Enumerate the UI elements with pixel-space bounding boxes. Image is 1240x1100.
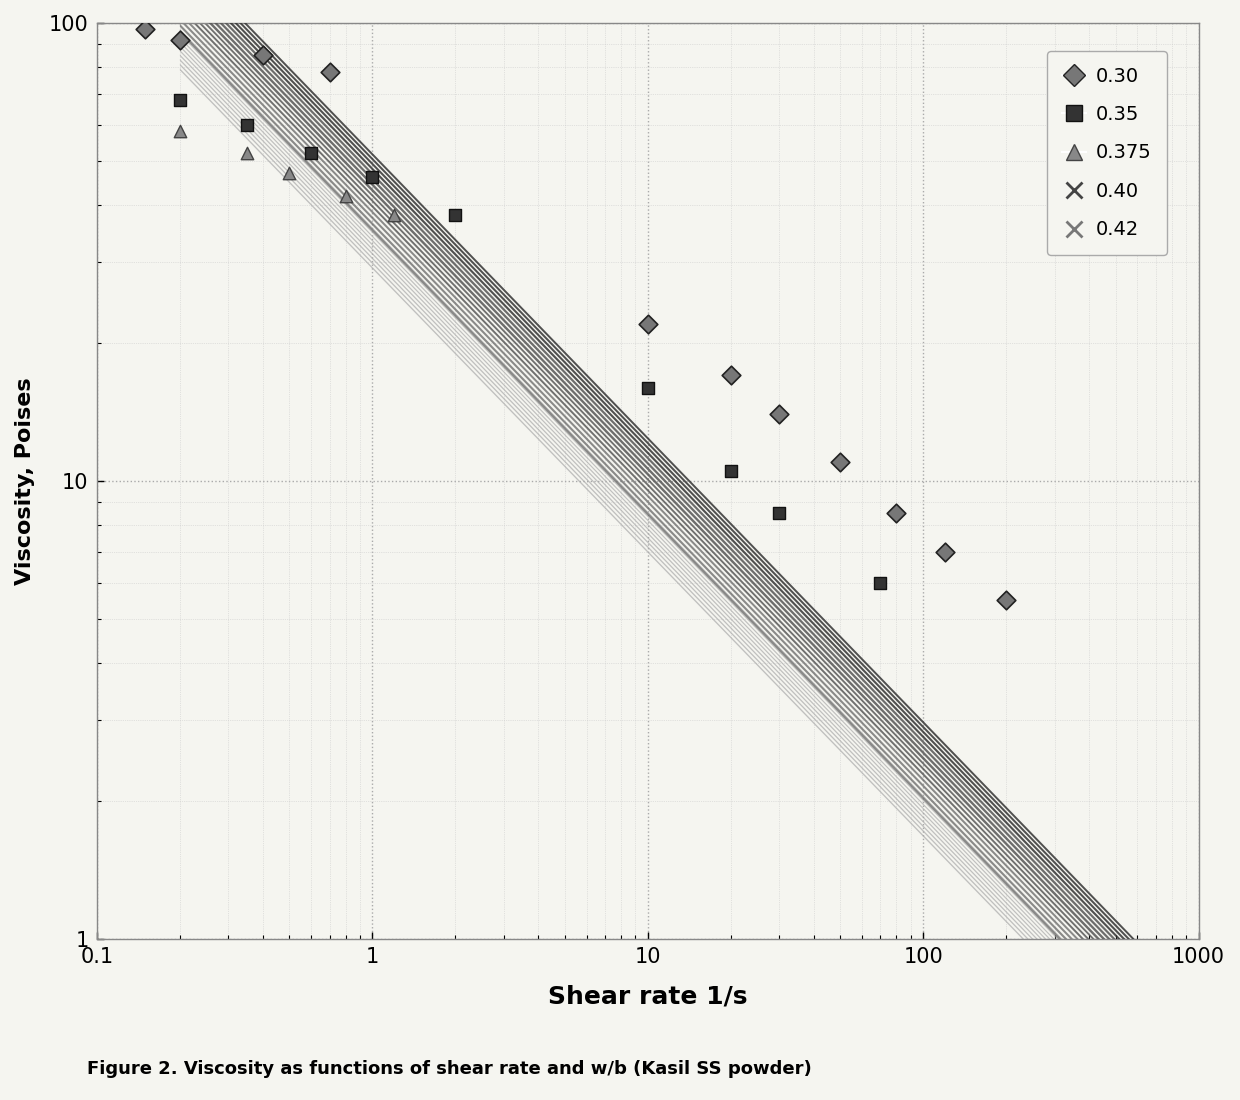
Text: Figure 2. Viscosity as functions of shear rate and w/b (Kasil SS powder): Figure 2. Viscosity as functions of shea…	[87, 1060, 811, 1078]
Point	[279, 133, 299, 151]
Point	[637, 378, 657, 396]
Point	[320, 64, 340, 81]
Point	[279, 177, 299, 195]
Point	[237, 109, 257, 126]
Point	[611, 472, 631, 490]
Point	[320, 207, 340, 224]
Point	[556, 334, 575, 352]
Point	[197, 91, 217, 109]
Point	[445, 241, 465, 258]
Point	[720, 366, 740, 384]
Point	[410, 212, 430, 230]
Point	[384, 207, 404, 224]
Point	[320, 152, 340, 169]
Point	[637, 505, 657, 522]
Point	[237, 116, 257, 133]
Point	[686, 543, 706, 561]
Point	[870, 574, 890, 592]
Point	[720, 591, 740, 608]
Point	[686, 472, 706, 490]
Point	[831, 453, 851, 471]
Point	[237, 144, 257, 162]
Point	[336, 187, 356, 205]
Point	[996, 591, 1016, 608]
Point	[831, 712, 851, 729]
Legend: 0.30, 0.35, 0.375, 0.40, 0.42: 0.30, 0.35, 0.375, 0.40, 0.42	[1047, 51, 1167, 255]
Point	[197, 130, 217, 147]
Point	[913, 725, 932, 742]
Point	[119, 58, 139, 76]
Point	[135, 20, 155, 37]
Point	[831, 631, 851, 649]
Point	[362, 168, 382, 186]
Point	[494, 355, 513, 373]
Point	[119, 91, 139, 109]
Point	[157, 109, 177, 126]
Point	[769, 505, 789, 522]
Point	[637, 420, 657, 438]
Point	[870, 681, 890, 698]
Point	[170, 122, 190, 140]
Point	[445, 207, 465, 224]
Point	[611, 392, 631, 409]
X-axis label: Shear rate 1/s: Shear rate 1/s	[548, 984, 748, 1008]
Point	[887, 505, 906, 522]
Y-axis label: Viscosity, Poises: Viscosity, Poises	[15, 377, 35, 585]
Point	[170, 31, 190, 48]
Point	[769, 645, 789, 662]
Point	[720, 462, 740, 480]
Point	[170, 91, 190, 109]
Point	[556, 405, 575, 422]
Point	[301, 144, 321, 162]
Point	[935, 543, 955, 561]
Point	[769, 405, 789, 422]
Point	[913, 803, 932, 821]
Point	[410, 275, 430, 293]
Point	[362, 234, 382, 252]
Point	[720, 517, 740, 535]
Point	[157, 72, 177, 89]
Point	[253, 46, 273, 64]
Point	[870, 756, 890, 773]
Point	[445, 307, 465, 324]
Point	[279, 164, 299, 182]
Point	[237, 152, 257, 169]
Point	[637, 316, 657, 333]
Point	[769, 574, 789, 592]
Point	[362, 177, 382, 195]
Point	[494, 282, 513, 299]
